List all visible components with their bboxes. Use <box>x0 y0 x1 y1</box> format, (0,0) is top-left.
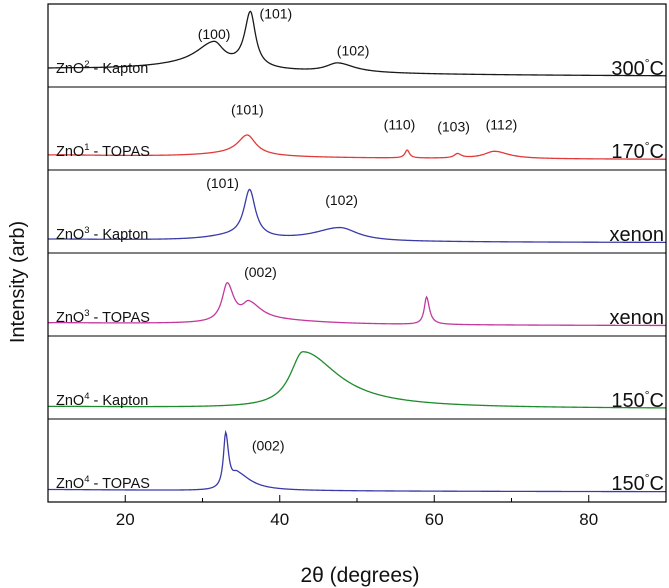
peak-annotation: (101) <box>231 101 264 117</box>
panel-4: ZnO3 - TOPAS xenon (002) <box>47 252 666 329</box>
panel-3: ZnO3 - Kapton xenon (101) (102) <box>48 169 666 246</box>
peak-annotation: (103) <box>437 118 470 134</box>
x-tick-label: 40 <box>270 510 289 529</box>
peak-annotation: (112) <box>486 117 518 133</box>
series-line <box>47 281 666 327</box>
panel-1: ZnO2 - Kapton 300°C (100) (101) (102) <box>47 5 666 80</box>
x-axis-label: 2θ (degrees) <box>300 564 419 587</box>
x-tick-label: 80 <box>579 510 598 529</box>
peak-annotation: (110) <box>384 117 416 133</box>
condition-label: xenon <box>610 224 665 246</box>
series-line <box>48 134 667 160</box>
condition-label: 150°C <box>611 388 664 412</box>
peak-annotation: (102) <box>337 43 370 59</box>
condition-label: 300°C <box>611 56 664 80</box>
x-tick-label: 20 <box>116 510 135 529</box>
series-label: ZnO4 - Kapton <box>56 391 148 409</box>
x-tick-label: 60 <box>425 510 444 529</box>
panel-6: ZnO4 - TOPAS 150°C (002) <box>48 418 667 495</box>
chart-axes: 20 40 60 80 <box>47 3 667 529</box>
condition-label: 150°C <box>611 471 664 495</box>
peak-annotation: (100) <box>198 26 231 42</box>
chart-panels: ZnO2 - Kapton 300°C (100) (101) (102) ZnO1 - … <box>47 5 667 495</box>
peak-annotation: (101) <box>206 175 239 191</box>
series-line <box>48 351 666 409</box>
peak-annotation: (002) <box>252 438 285 454</box>
y-axis-label: Intensity (arb) <box>7 221 29 343</box>
condition-label: xenon <box>610 307 665 329</box>
panel-2: ZnO1 - TOPAS 170°C (101) (110) (103) (112) <box>48 86 667 163</box>
peak-annotation: (102) <box>325 192 358 208</box>
series-line <box>48 188 666 244</box>
panel-5: ZnO4 - Kapton 150°C <box>48 335 666 412</box>
series-line <box>48 429 667 493</box>
series-label: ZnO1 - TOPAS <box>56 142 150 160</box>
peak-annotation: (002) <box>244 264 277 280</box>
peak-annotation: (101) <box>260 5 293 21</box>
series-label: ZnO3 - TOPAS <box>56 308 150 326</box>
series-line <box>47 10 666 77</box>
condition-label: 170°C <box>611 139 664 163</box>
series-label: ZnO4 - TOPAS <box>56 474 150 492</box>
series-label: ZnO3 - Kapton <box>56 225 148 243</box>
series-label: ZnO2 - Kapton <box>56 59 148 77</box>
